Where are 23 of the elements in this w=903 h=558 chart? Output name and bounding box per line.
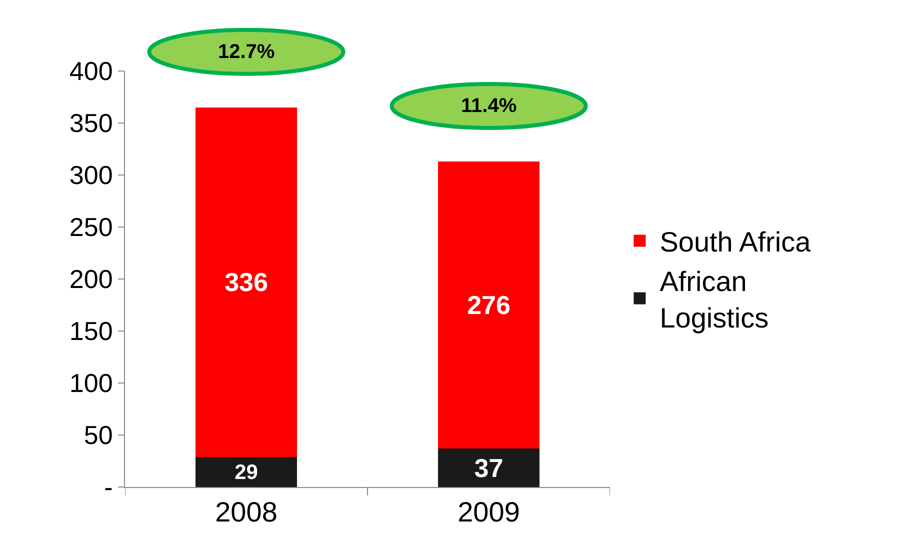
annotation: 11.4% (461, 95, 517, 117)
x-tick-label: 2009 (458, 496, 520, 528)
bar (438, 448, 540, 487)
data-label: 29 (234, 461, 258, 484)
data-label: 37 (474, 452, 504, 483)
data-label: 276 (467, 290, 510, 320)
legend-label: African Logistics (660, 266, 769, 334)
y-tick-label: - (104, 472, 113, 502)
y-tick-label: 250 (69, 212, 113, 242)
y-tick-label: 150 (69, 316, 113, 346)
text: 12.7% (218, 41, 275, 63)
bar (438, 161, 540, 449)
x-tick-label: 2008 (215, 496, 278, 528)
bar (195, 456, 298, 487)
y-tick-label: 100 (69, 368, 113, 398)
legend-label: South Africa (660, 226, 812, 258)
y-tick-label: 400 (69, 56, 113, 86)
bar (195, 107, 298, 457)
y-tick-label: 300 (69, 160, 113, 190)
data-label: 336 (224, 267, 268, 298)
y-tick-label: 200 (69, 264, 113, 294)
y-tick-label: 350 (69, 108, 113, 138)
y-tick-label: 50 (84, 420, 113, 450)
